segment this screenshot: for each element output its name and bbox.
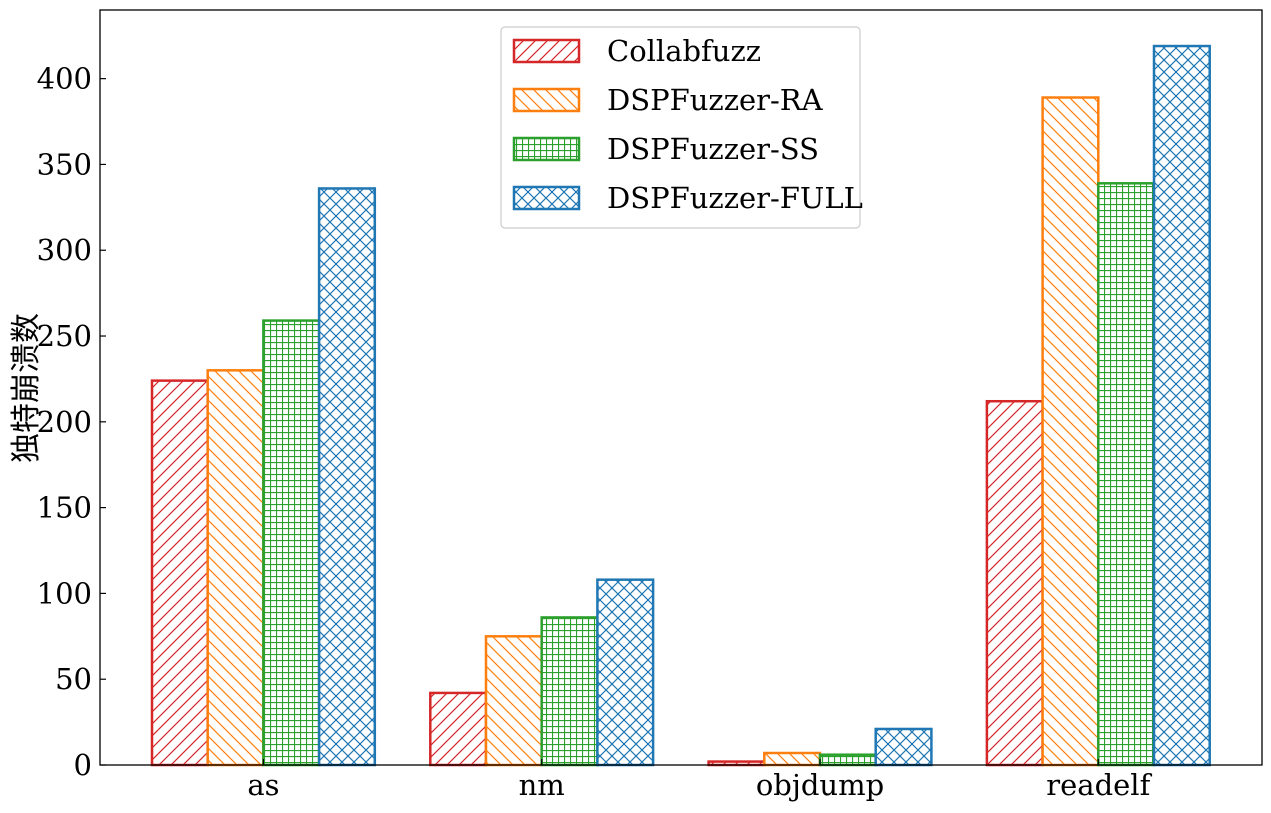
bar-nm-2 [540, 616, 599, 767]
bar-objdump-3 [874, 727, 933, 767]
bar-readelf-1 [1041, 96, 1100, 767]
legend-label-0: Collabfuzz [607, 34, 761, 68]
legend: Collabfuzz DSPFuzzer-RA DSPFuzzer-SS DSPFuz… [500, 26, 863, 229]
x-tick-label-as: as [247, 768, 279, 802]
bar-nm-0 [429, 691, 488, 767]
bar-nm-3 [596, 578, 655, 767]
bar-nm-1 [484, 635, 543, 767]
legend-swatch-1 [512, 87, 581, 113]
legend-label-1: DSPFuzzer-RA [607, 83, 824, 117]
y-tick-label: 250 [37, 319, 92, 353]
x-tick-label-objdump: objdump [756, 768, 884, 802]
x-tick-label-readelf: readelf [1046, 768, 1152, 802]
y-tick-label: 350 [37, 147, 92, 181]
legend-label-2: DSPFuzzer-SS [607, 132, 819, 166]
bar-objdump-1 [763, 751, 822, 767]
y-tick-label: 50 [55, 662, 92, 696]
bar-as-2 [262, 319, 321, 767]
y-tick-label: 100 [37, 576, 92, 610]
bar-as-1 [206, 369, 265, 767]
bar-as-3 [317, 187, 377, 767]
bar-objdump-2 [818, 753, 877, 767]
bar-as-0 [150, 379, 209, 767]
y-tick-label: 0 [74, 748, 92, 782]
legend-swatch-0 [512, 38, 581, 64]
x-tick-label-nm: nm [519, 768, 565, 802]
axis-ticks: 0 50 100 150 200 250 300 350 400 as nm objdump reade… [37, 62, 1153, 802]
plot-frame [99, 9, 1263, 766]
y-tick-label: 200 [37, 405, 92, 439]
bar-readelf-3 [1152, 44, 1211, 767]
bar-readelf-2 [1097, 182, 1156, 767]
legend-swatch-2 [512, 136, 581, 162]
legend-box [500, 26, 861, 229]
legend-swatch-3 [512, 185, 581, 211]
bars-group [150, 44, 1211, 767]
bar-readelf-0 [985, 399, 1044, 767]
y-tick-label: 400 [37, 62, 92, 96]
legend-label-3: DSPFuzzer-FULL [607, 181, 863, 215]
y-axis-title: 独特崩溃数 [9, 313, 44, 463]
y-tick-label: 150 [37, 491, 92, 525]
y-tick-label: 300 [37, 233, 92, 267]
